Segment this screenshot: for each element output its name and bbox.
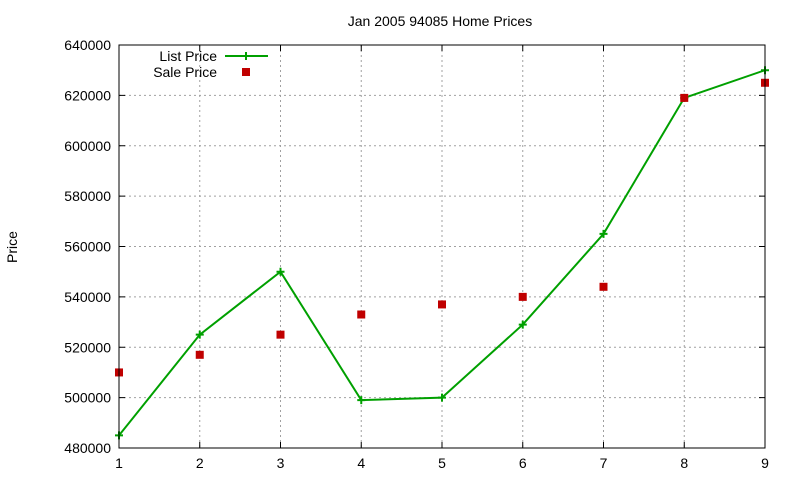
x-tick-label: 9 [761,455,769,471]
sale-price-point [438,300,446,309]
list-price-point [276,267,285,276]
y-tick-label: 560000 [64,239,111,255]
sale-price-point [518,292,527,301]
y-tick-label: 520000 [64,339,111,355]
x-tick-label: 1 [115,455,123,471]
x-tick-labels: 1 2 3 4 5 6 7 8 9 [115,455,769,471]
legend-label: Sale Price [153,64,217,80]
x-tick-label: 2 [196,455,204,471]
list-price-point [599,229,608,238]
x-tick-label: 5 [438,455,446,471]
list-price-point [195,330,204,339]
grid [119,45,765,448]
legend-swatch-point [242,68,250,76]
sale-price-point [195,350,204,359]
y-tick-label: 620000 [64,87,111,103]
x-tick-label: 8 [680,455,688,471]
list-price-point [357,396,366,405]
y-tick-label: 540000 [64,289,111,305]
series-1 [115,66,769,440]
sale-price-point [357,310,366,319]
list-price-point [438,393,446,402]
x-tick-label: 3 [277,455,285,471]
y-tick-label: 640000 [64,37,111,53]
y-tick-label: 600000 [64,138,111,154]
y-tick-label: 480000 [64,440,111,456]
y-axis-label: Price [4,231,20,263]
list-price-point [518,320,527,329]
plot-frame [118,44,766,449]
x-tick-label: 6 [519,455,527,471]
y-tick-label: 580000 [64,188,111,204]
y-tick-labels: 480000 500000 520000 540000 560000 580000 6000… [64,37,111,456]
series-layer [115,66,769,440]
y-tick-label: 500000 [64,390,111,406]
sale-price-point [680,93,689,102]
sale-price-point [599,282,608,291]
legend-swatch-point [242,52,250,60]
legend-label: List Price [159,48,217,64]
chart-title: Jan 2005 94085 Home Prices [348,13,532,29]
x-tick-label: 4 [357,455,365,471]
sale-price-point [276,330,285,339]
x-tick-label: 7 [600,455,608,471]
